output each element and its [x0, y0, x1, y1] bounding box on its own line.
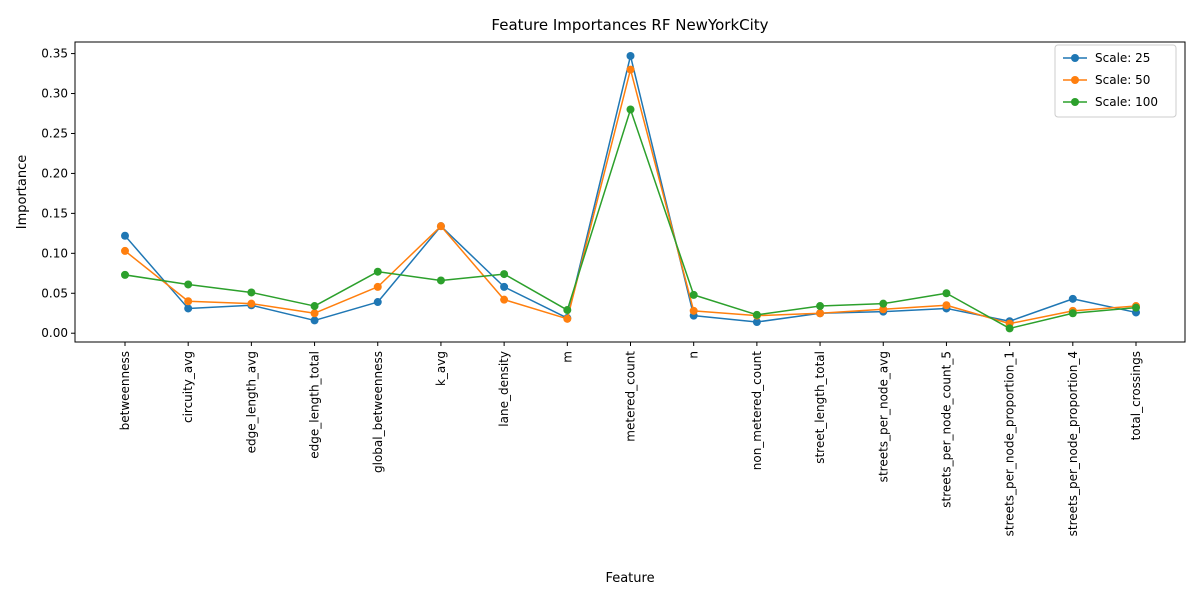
series-3-point — [184, 280, 193, 289]
series-3-point — [942, 289, 951, 298]
series-3-point — [689, 290, 698, 299]
series-1-point — [752, 318, 761, 327]
series-line-3 — [124, 108, 1137, 330]
series-2-point — [942, 301, 951, 310]
series-1-point — [626, 51, 635, 60]
series-3-point — [752, 310, 761, 319]
series-1-point — [310, 316, 319, 325]
x-tick-label: edge_length_total — [308, 351, 322, 459]
x-tick-label: circuity_avg — [181, 351, 195, 423]
y-tick-label: 0.00 — [41, 326, 68, 340]
x-axis-label: Feature — [605, 571, 654, 586]
y-tick-label: 0.05 — [41, 286, 68, 300]
series-3-point — [436, 276, 445, 285]
legend-label: Scale: 100 — [1095, 95, 1158, 109]
series-3-point — [816, 302, 825, 311]
x-tick-label: street_length_total — [813, 351, 827, 464]
y-axis-label: Importance — [15, 155, 30, 230]
y-tick-label: 0.30 — [41, 87, 68, 101]
y-tick-label: 0.20 — [41, 166, 68, 180]
legend-label: Scale: 50 — [1095, 73, 1150, 87]
series-2-point — [816, 309, 825, 318]
series-3-point — [310, 302, 319, 311]
y-tick-label: 0.25 — [41, 126, 68, 140]
series-2-point — [184, 297, 193, 306]
axes-frame — [74, 41, 1186, 343]
x-tick-label: metered_count — [624, 351, 638, 442]
series-2-point — [879, 305, 888, 314]
x-tick-label: edge_length_avg — [244, 351, 258, 453]
x-tick-label: non_metered_count — [750, 351, 764, 471]
y-tick-label: 0.35 — [41, 47, 68, 61]
series-2-point — [689, 306, 698, 315]
legend-marker — [1071, 98, 1079, 106]
legend-marker — [1071, 54, 1079, 62]
series-2-point — [500, 295, 509, 304]
x-tick-label: m — [560, 351, 574, 363]
x-tick-label: n — [687, 351, 701, 359]
x-tick-label: total_crossings — [1129, 351, 1143, 440]
x-tick-label: streets_per_node_proportion_4 — [1066, 351, 1080, 536]
series-3-point — [1132, 303, 1140, 312]
series-1-point — [184, 304, 193, 313]
y-tick-label: 0.15 — [41, 206, 68, 220]
series-3-point — [121, 270, 129, 279]
series-2-point — [373, 282, 382, 291]
x-tick-label: lane_density — [497, 351, 511, 427]
series-3-point — [1005, 324, 1014, 333]
x-tick-label: streets_per_node_avg — [876, 351, 890, 482]
series-line-1 — [124, 55, 1137, 323]
series-2-point — [247, 299, 256, 308]
series-3-point — [879, 299, 888, 308]
plot-area: 0.00 0.05 0.10 0.15 0.20 0.25 0.30 0.35 betweenn… — [41, 41, 1186, 536]
legend-marker — [1071, 76, 1079, 84]
series-2-point — [436, 222, 445, 231]
series-3-point — [1068, 309, 1077, 318]
series-3-point — [500, 270, 509, 279]
series-3-point — [247, 288, 256, 297]
legend: Scale: 25 Scale: 50 Scale: 100 — [1054, 44, 1177, 118]
series-1-point — [500, 282, 509, 291]
x-tick-label: global_betweenness — [371, 351, 385, 473]
x-tick-label: streets_per_node_count_5 — [939, 351, 953, 508]
chart-title: Feature Importances RF NewYorkCity — [491, 16, 768, 34]
x-tick-label: betweenness — [118, 351, 132, 430]
series-3-point — [563, 306, 572, 315]
series-2-point — [310, 309, 319, 318]
legend-box — [1054, 44, 1177, 118]
series-1-point — [1068, 294, 1077, 303]
series-2-point — [626, 65, 635, 74]
legend-label: Scale: 25 — [1095, 51, 1150, 65]
x-tick-label: streets_per_node_proportion_1 — [1003, 351, 1017, 536]
series-2-point — [121, 246, 129, 255]
y-tick-label: 0.10 — [41, 246, 68, 260]
series-2-point — [563, 314, 572, 323]
series-1-point — [373, 298, 382, 307]
x-tick-label: k_avg — [434, 351, 448, 386]
series-1-point — [121, 231, 129, 240]
series-3-point — [626, 105, 635, 114]
series-3-point — [373, 267, 382, 276]
